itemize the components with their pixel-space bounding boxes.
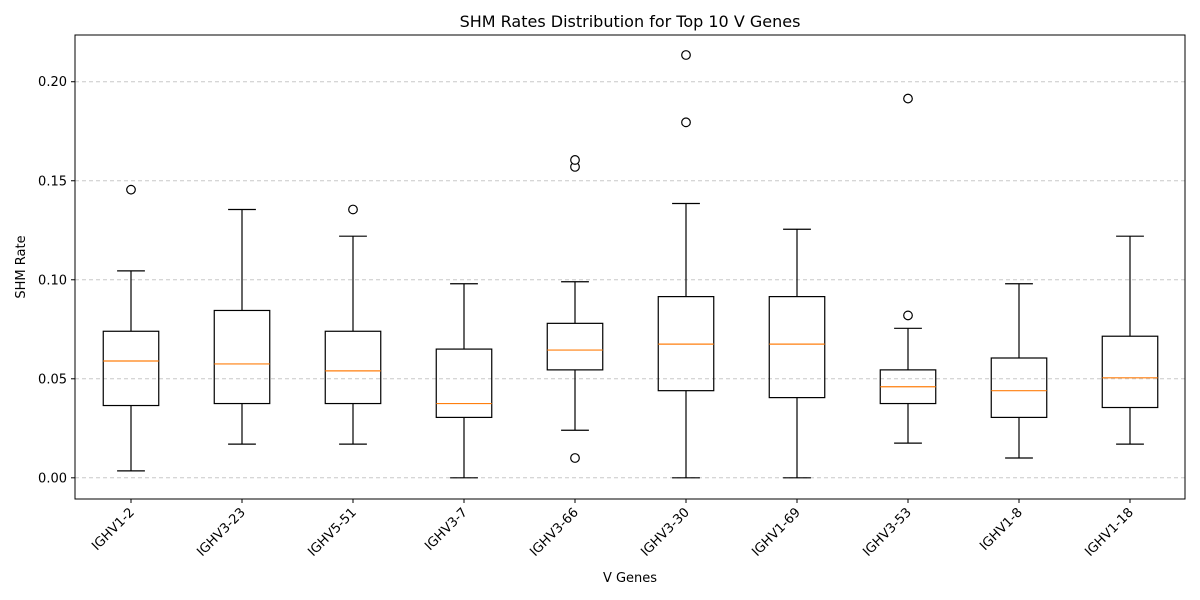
plot-frame xyxy=(74,34,1186,500)
outlier-point xyxy=(681,50,691,60)
x-tick-label: IGHV3-53 xyxy=(860,505,915,560)
y-tick-label: 0.15 xyxy=(38,174,67,189)
outlier-point xyxy=(681,117,691,128)
boxplot-ighv1-8 xyxy=(990,283,1048,459)
chart-title: SHM Rates Distribution for Top 10 V Gene… xyxy=(460,12,801,31)
y-tick-label: 0.00 xyxy=(38,471,67,486)
boxplot-ighv1-18 xyxy=(1101,235,1159,445)
x-tick-label: IGHV1-8 xyxy=(977,505,1026,554)
boxplot-ighv3-66 xyxy=(546,155,604,463)
box-layer xyxy=(102,50,1159,479)
boxplot-ighv1-2 xyxy=(102,184,160,472)
y-tick-label: 0.10 xyxy=(38,273,67,288)
outlier-point xyxy=(903,93,913,104)
y-tick-label: 0.20 xyxy=(38,75,67,90)
x-tick-label: IGHV5-51 xyxy=(305,505,360,560)
iqr-box xyxy=(213,309,271,405)
y-tick-label: 0.05 xyxy=(38,372,67,387)
x-tick-label: IGHV1-18 xyxy=(1082,505,1137,560)
iqr-box xyxy=(1101,335,1159,409)
boxplot-ighv5-51 xyxy=(324,204,382,445)
iqr-box xyxy=(990,357,1048,419)
x-tick-label: IGHV1-69 xyxy=(749,505,804,560)
x-tick-label: IGHV3-30 xyxy=(638,505,693,560)
outlier-point xyxy=(126,184,136,195)
y-axis-title: SHM Rate xyxy=(14,235,29,298)
y-axis: 0.00 0.05 0.10 0.15 0.20 xyxy=(38,75,75,486)
boxplot-ighv3-23 xyxy=(213,208,271,445)
outlier-point xyxy=(570,453,580,463)
boxplot-ighv3-30 xyxy=(657,50,715,479)
iqr-box xyxy=(102,330,160,407)
iqr-box xyxy=(768,296,826,399)
x-tick-label: IGHV3-7 xyxy=(422,505,471,554)
iqr-box xyxy=(546,322,604,371)
x-axis: IGHV1-2 IGHV3-23 IGHV5-51 IGHV3-7 IGHV3-66 IG… xyxy=(89,499,1137,560)
grid-layer xyxy=(75,81,1185,479)
x-tick-label: IGHV3-66 xyxy=(527,505,582,560)
x-tick-label: IGHV3-23 xyxy=(194,505,249,560)
outlier-point xyxy=(348,204,358,215)
boxplot-ighv3-53 xyxy=(879,93,937,444)
x-tick-label: IGHV1-2 xyxy=(89,505,138,554)
boxplot-ighv3-7 xyxy=(435,283,493,479)
iqr-box xyxy=(435,348,493,419)
boxplot-ighv1-69 xyxy=(768,228,826,479)
outlier-point xyxy=(570,155,580,165)
x-axis-title: V Genes xyxy=(603,571,657,586)
outlier-point xyxy=(903,310,913,321)
iqr-box xyxy=(324,330,382,405)
